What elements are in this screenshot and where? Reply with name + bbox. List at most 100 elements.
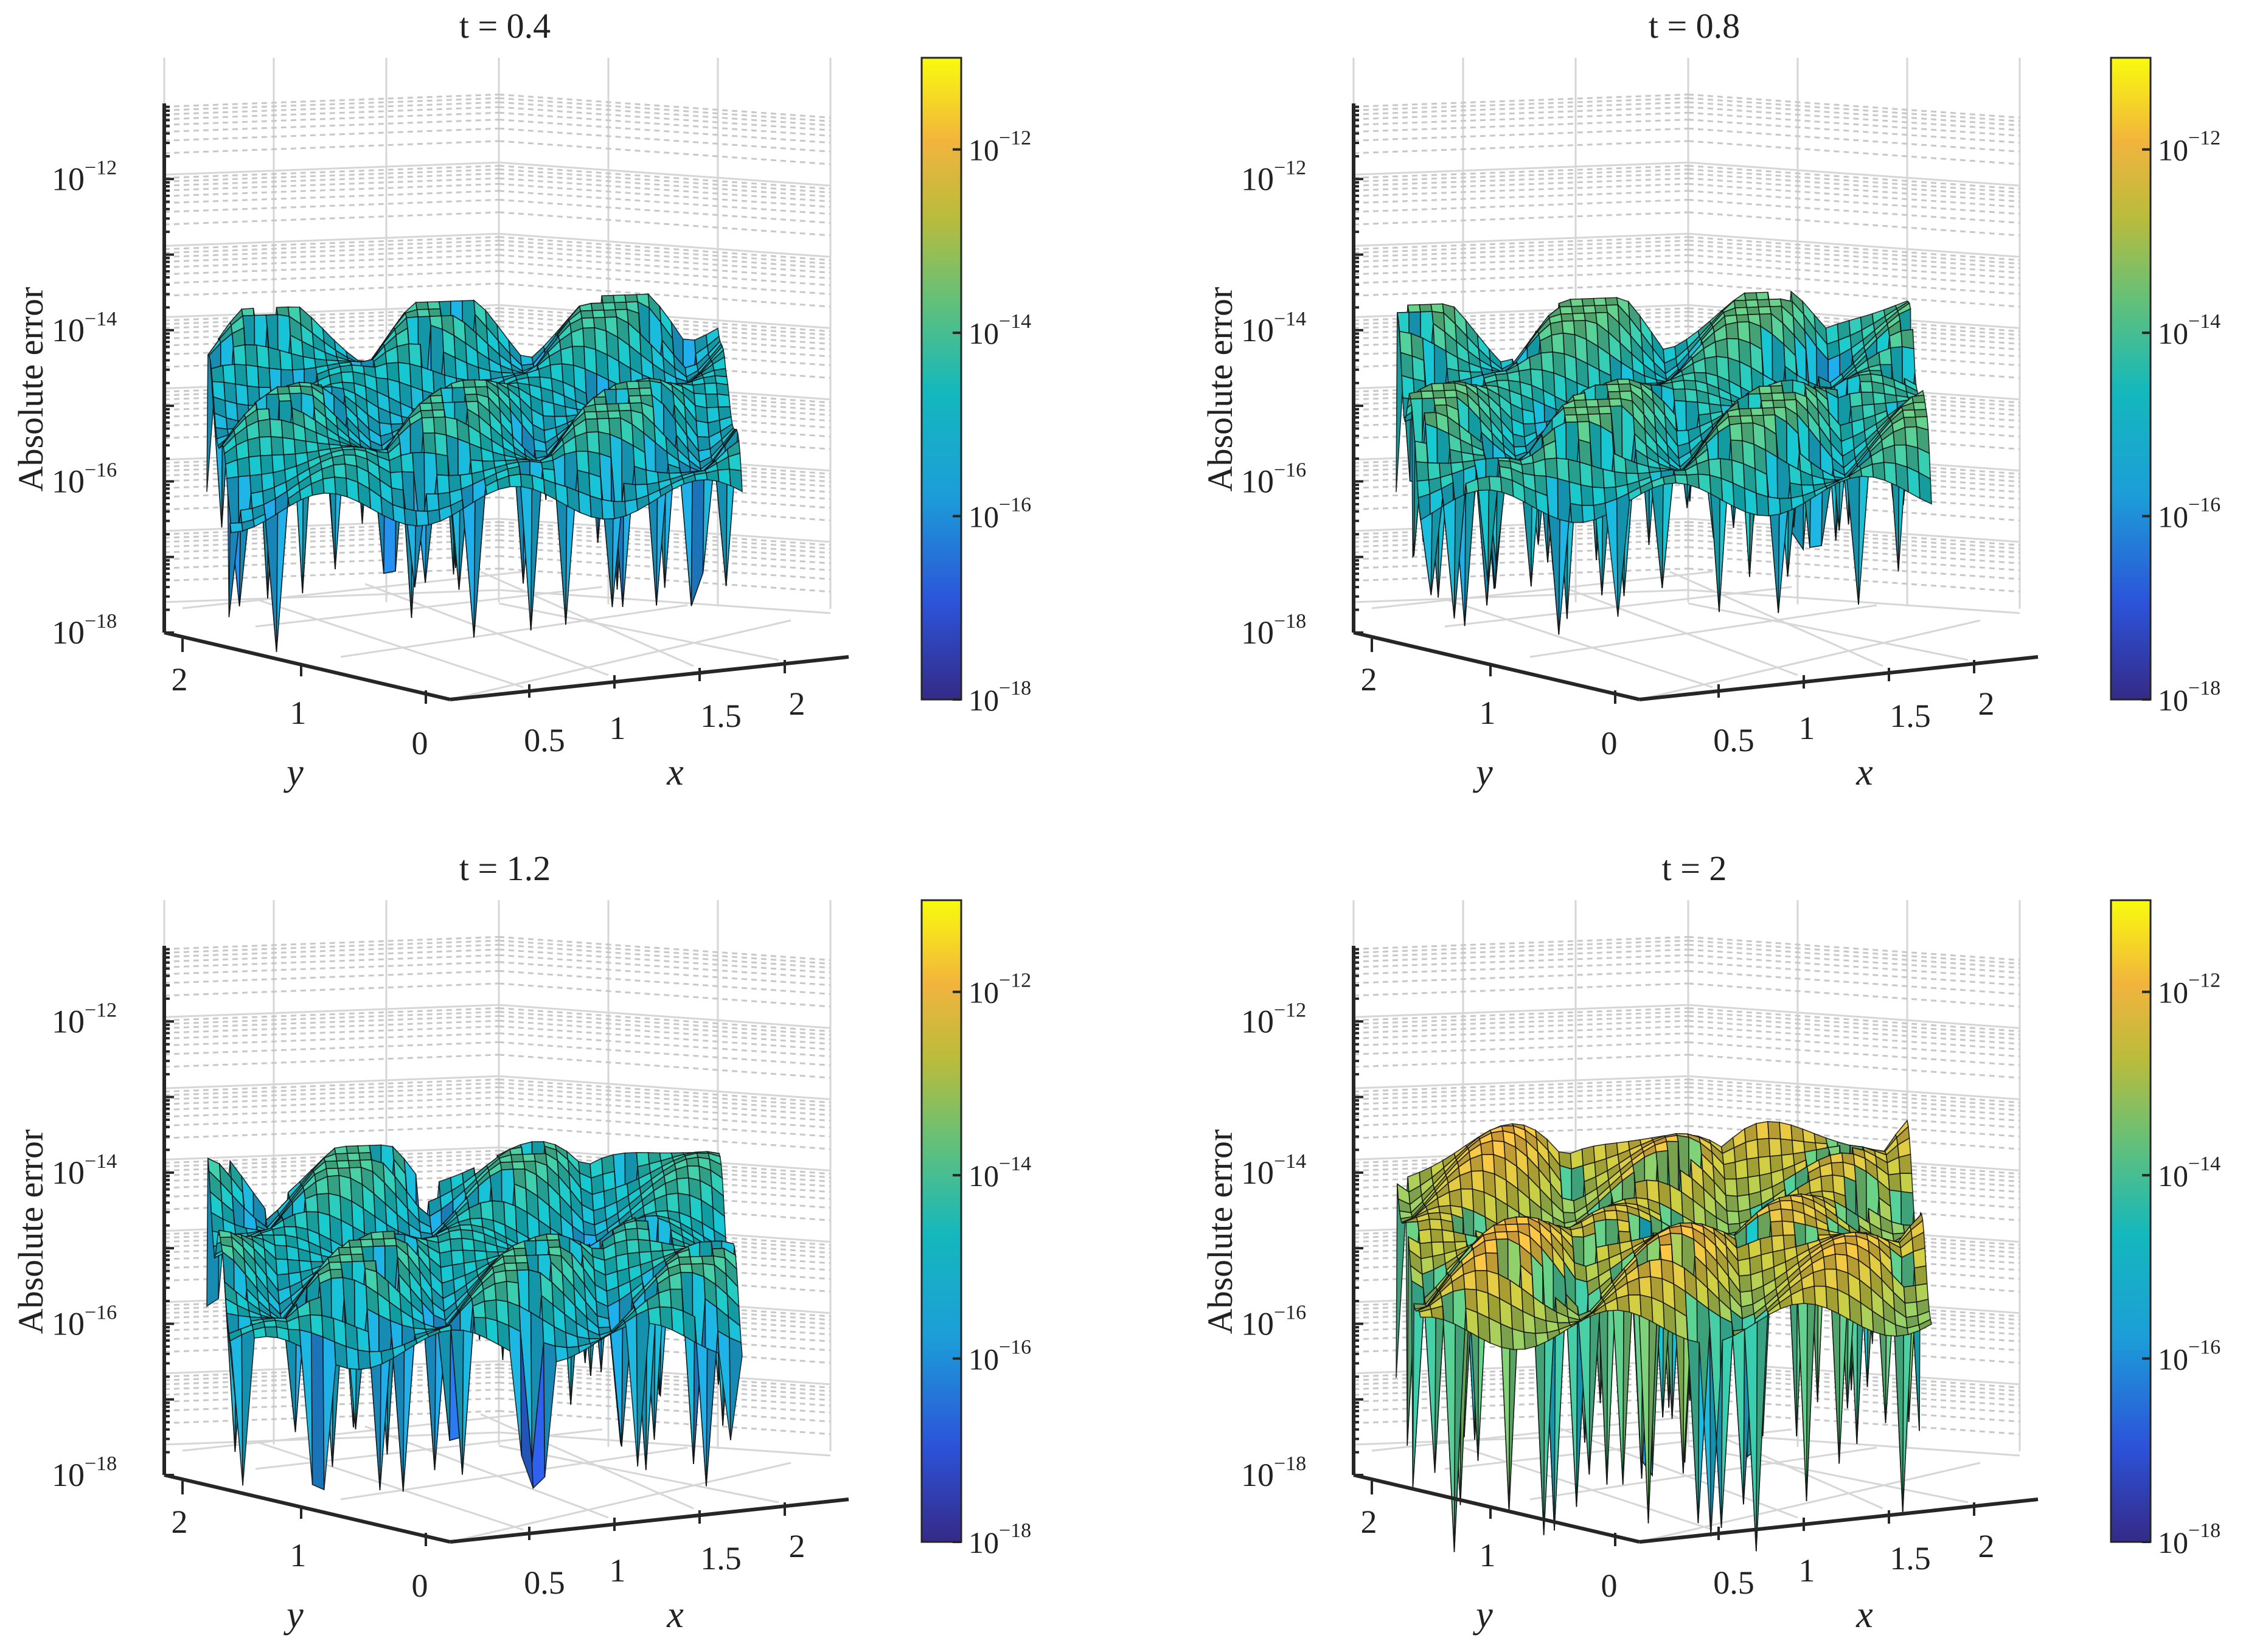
surface-patch xyxy=(339,364,353,373)
surface-patch xyxy=(589,495,603,520)
y-axis-line xyxy=(164,631,451,701)
surface-patch xyxy=(1650,476,1664,588)
surface-patch xyxy=(1574,406,1589,415)
surface-patch xyxy=(1604,498,1619,617)
subplot-title: t = 1.2 xyxy=(459,849,551,888)
surface-patch xyxy=(504,1262,518,1271)
surface-patch xyxy=(704,382,718,395)
surface-patch xyxy=(415,510,429,527)
surface-patch xyxy=(1463,1270,1477,1291)
surface-patch xyxy=(1882,444,1896,464)
surface-patch xyxy=(729,1336,743,1440)
surface-patch xyxy=(248,455,262,476)
surface-patch xyxy=(286,1245,300,1262)
surface-patch xyxy=(335,1153,349,1162)
surface-patch xyxy=(439,1250,453,1268)
surface-patch xyxy=(705,393,719,409)
surface-patch xyxy=(636,1227,651,1241)
surface-patch xyxy=(1505,1223,1519,1232)
surface-patch xyxy=(1724,1178,1738,1197)
surface-patch xyxy=(1407,304,1421,313)
y-tick-label: 1 xyxy=(1480,1537,1496,1574)
surface-patch xyxy=(434,432,448,457)
surface-patch xyxy=(623,482,638,502)
surface-patch xyxy=(275,1258,290,1275)
surface-patch xyxy=(461,1238,475,1252)
surface-patch xyxy=(585,418,599,433)
error-surface xyxy=(1396,1119,1932,1552)
surface-patch xyxy=(1849,391,1863,408)
surface-patch xyxy=(1593,297,1607,307)
surface-patch xyxy=(1414,440,1428,463)
surface-patch xyxy=(234,364,248,387)
surface-patch xyxy=(1745,1139,1759,1160)
surface-patch xyxy=(547,1239,561,1248)
surface-patch xyxy=(625,1227,639,1241)
z-tick-label: 10−16 xyxy=(1241,1301,1306,1342)
surface-patch xyxy=(666,1192,680,1213)
surface-patch xyxy=(1746,306,1761,316)
surface-patch xyxy=(302,356,316,370)
surface-patch xyxy=(256,344,270,369)
surface-patch xyxy=(1814,1285,1828,1309)
surface-patch xyxy=(541,400,555,417)
surface-patch xyxy=(346,1152,361,1162)
surface-patch xyxy=(1596,398,1611,408)
surface-patch xyxy=(1736,1176,1750,1197)
surface-patch xyxy=(1581,505,1596,523)
surface-patch xyxy=(1888,1173,1902,1192)
y-axis-line xyxy=(1353,1473,1640,1544)
surface-patch xyxy=(638,1238,652,1253)
surface-patch xyxy=(428,308,442,318)
surface-patch xyxy=(596,411,610,420)
surface-patch xyxy=(511,1161,526,1170)
surface-patch xyxy=(448,1229,462,1240)
y-tick-label: 0 xyxy=(412,725,428,762)
surface-patch xyxy=(1573,399,1588,408)
subplot-4: 10−12 10−14 10−16 10−18 2 1 0 0.5 1 1.5 2 y x Absolut… xyxy=(1200,849,2220,1636)
surface-patch xyxy=(1781,1220,1796,1236)
surface-patch xyxy=(1736,314,1750,323)
surface-patch xyxy=(679,1263,694,1274)
subplot-2: 10−12 10−14 10−16 10−18 2 1 0 0.5 1 1.5 2 y x Absolut… xyxy=(1200,6,2220,793)
surface-patch xyxy=(1734,307,1749,316)
surface-patch xyxy=(1871,381,1885,395)
x-tick-label: 1 xyxy=(610,1552,626,1589)
surface-patch xyxy=(257,366,271,388)
z-tick-label: 10−12 xyxy=(1241,156,1306,197)
axes: 10−12 10−14 10−16 10−18 2 1 0 0.5 1 1.5 2 xyxy=(52,103,849,762)
surface-patch xyxy=(396,343,411,365)
surface-patch xyxy=(1756,1137,1771,1158)
colorbar-tick-label: 10−18 xyxy=(968,677,1031,717)
surface-patch xyxy=(583,411,598,420)
z-axis-label: Absolute error xyxy=(11,1130,50,1334)
surface-patch xyxy=(1568,481,1583,506)
surface-patch xyxy=(245,364,260,388)
surface-patch xyxy=(1903,1285,1918,1304)
surface-patch xyxy=(1515,1216,1530,1225)
surface-patch xyxy=(1446,367,1461,383)
x-tick-label: 1.5 xyxy=(700,698,742,734)
surface-patch xyxy=(676,1177,690,1196)
surface-patch xyxy=(436,474,450,495)
y-tick-label: 1 xyxy=(1480,695,1496,731)
surface-patch xyxy=(1544,457,1559,479)
surface-patch xyxy=(324,1160,339,1170)
surface-patch xyxy=(1419,304,1433,313)
colorbar xyxy=(920,57,962,701)
surface-patch xyxy=(310,1331,325,1491)
surface-patch xyxy=(474,379,488,388)
surface-patch xyxy=(513,1248,527,1257)
z-tick-label: 10−16 xyxy=(52,1301,117,1342)
surface-patch xyxy=(400,452,414,473)
surface-patch xyxy=(1759,392,1774,401)
colorbar xyxy=(2110,899,2152,1543)
surface-patch xyxy=(1771,392,1786,401)
surface-patch xyxy=(606,403,621,412)
z-tick-label: 10−12 xyxy=(52,156,117,197)
surface-patch xyxy=(419,402,433,412)
x-axis-label: x xyxy=(666,752,684,793)
colorbar-tick-label: 10−14 xyxy=(2158,310,2220,350)
subplot-1: 10−12 10−14 10−16 10−18 2 1 0 0.5 1 1.5 2 y x Absolut… xyxy=(11,6,1031,793)
surface-patch xyxy=(1580,484,1594,506)
